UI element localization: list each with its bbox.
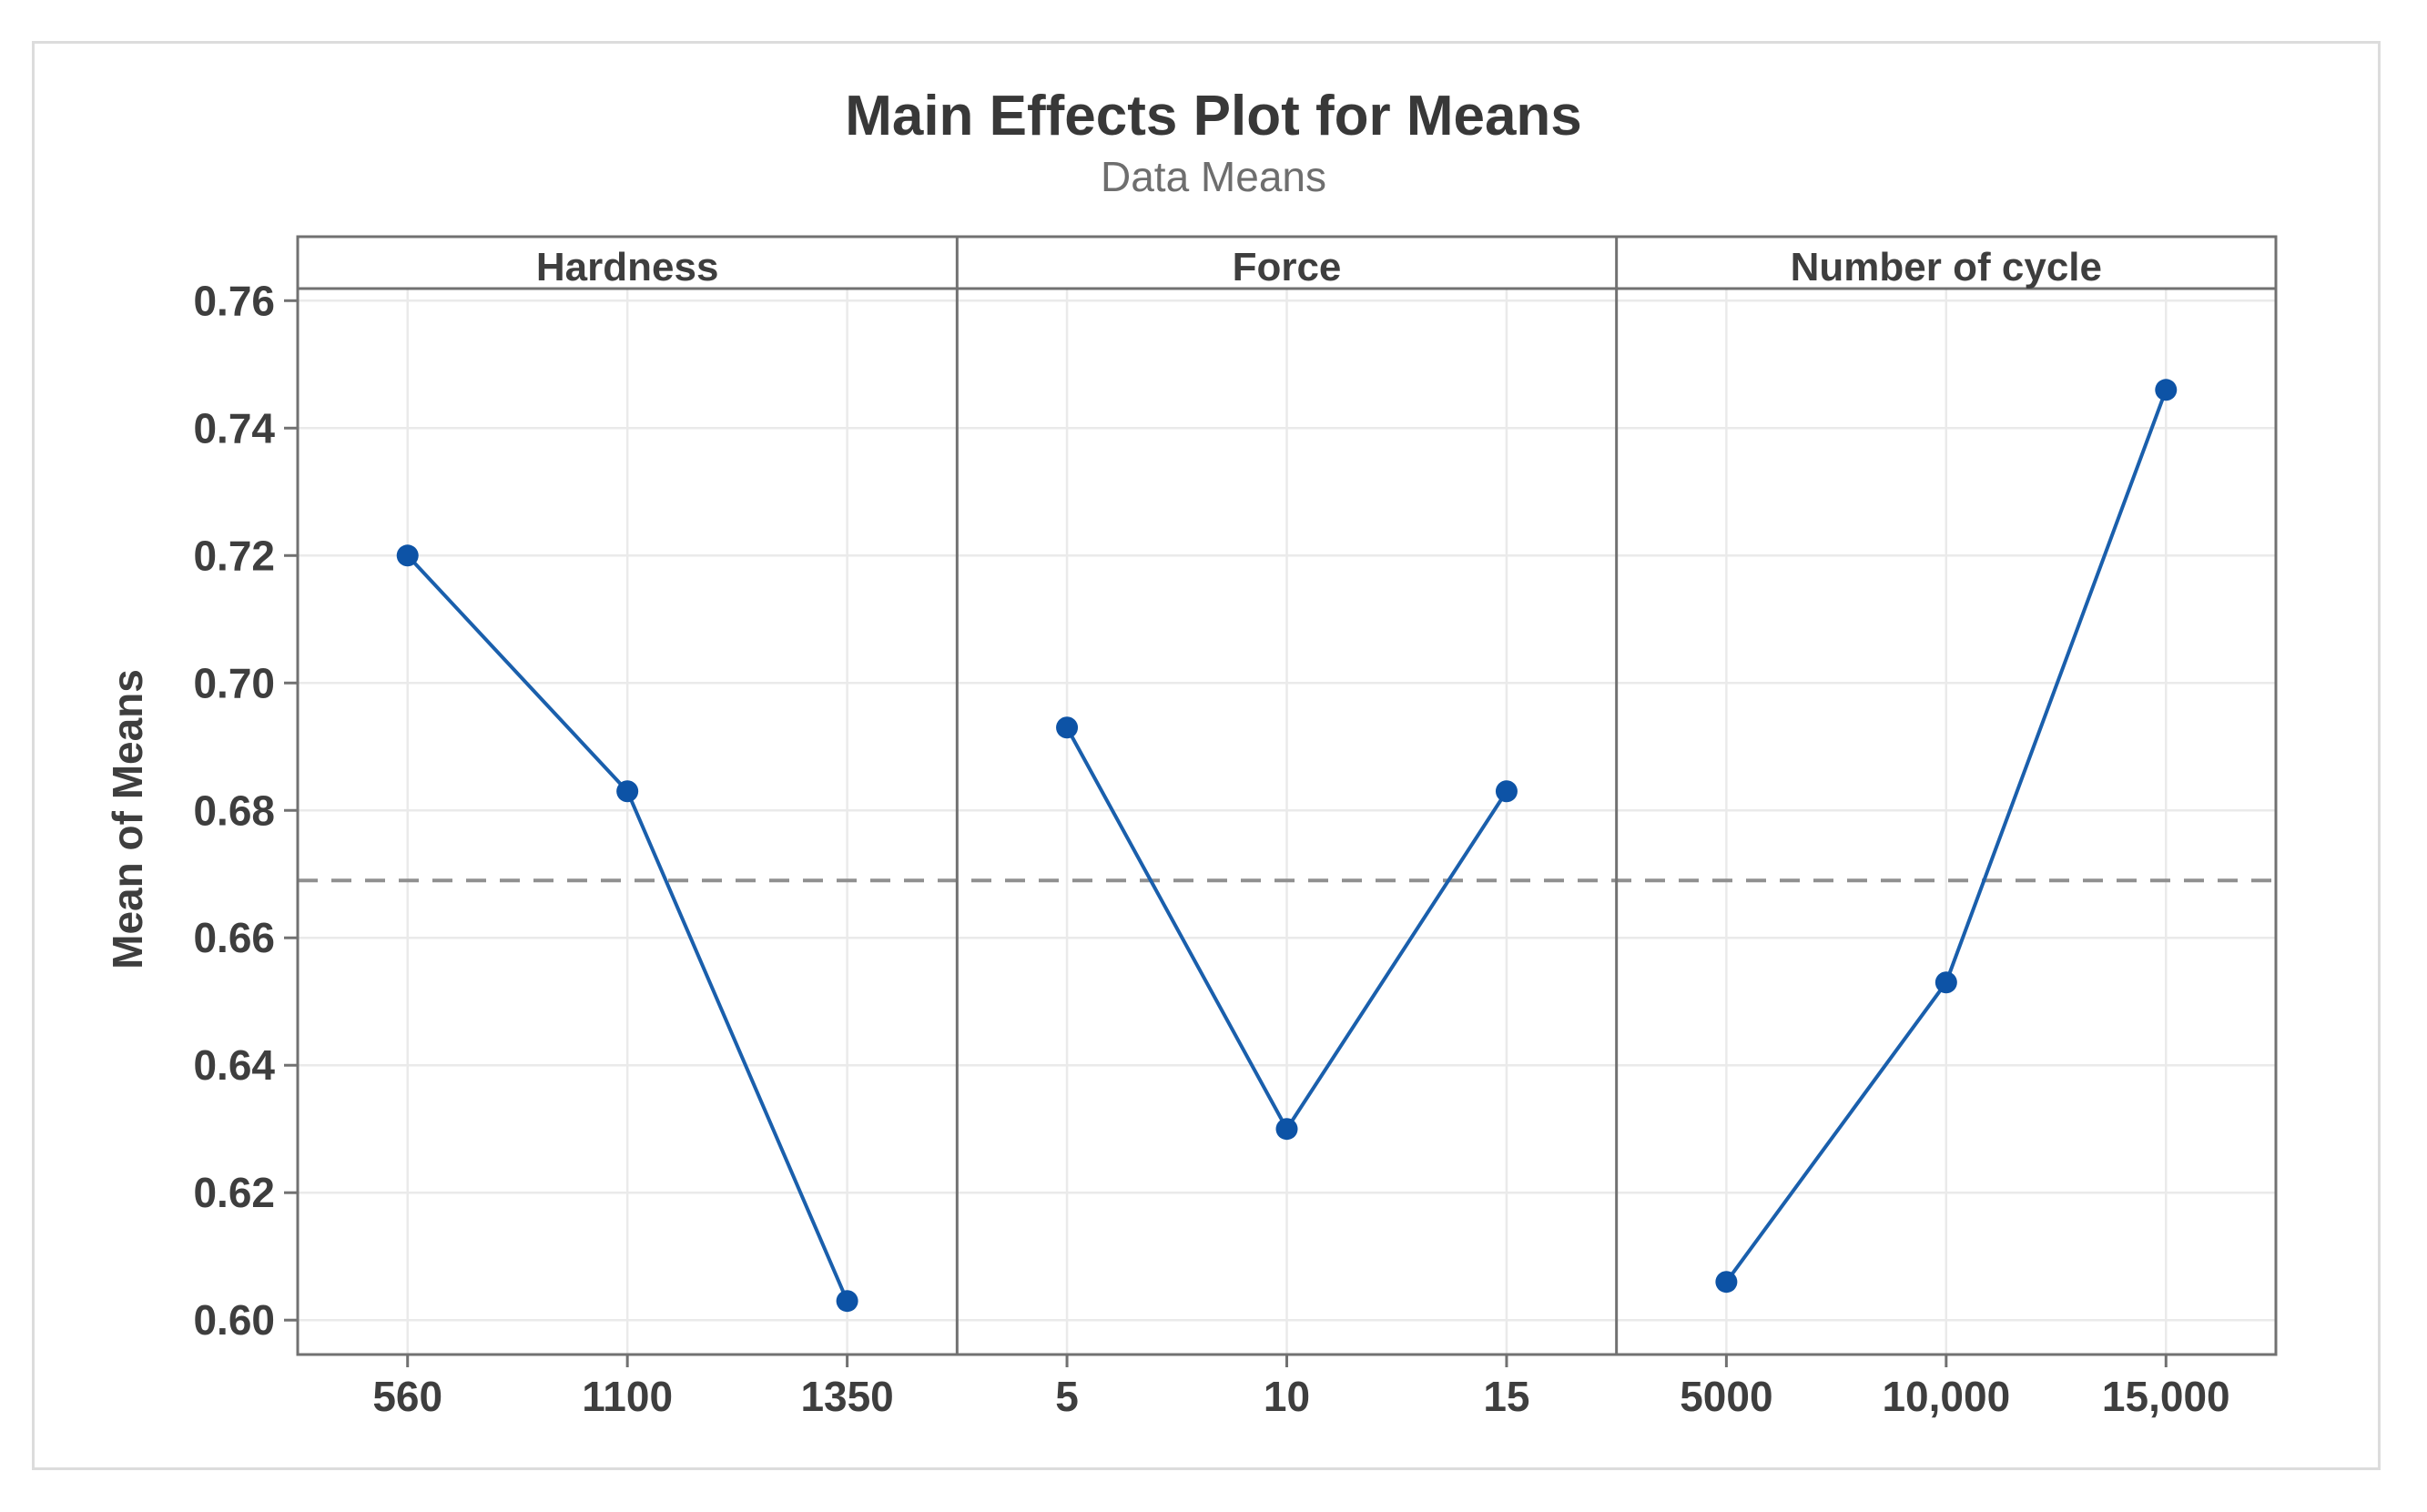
y-axis: 0.60 0.62 0.64 0.66 0.68 0.70 0.72 0.74 0.76 (193, 277, 298, 1344)
x-tick-label: 1350 (800, 1373, 893, 1420)
y-tick-label: 0.62 (193, 1169, 275, 1216)
series-hardness (396, 544, 858, 1313)
data-point (396, 544, 419, 567)
data-point (1934, 971, 1957, 994)
y-tick-label: 0.72 (193, 532, 275, 579)
data-point (2155, 379, 2178, 401)
data-point (1495, 780, 1518, 803)
series-number-of-cycle (1715, 379, 2178, 1294)
x-tick-label: 10,000 (1882, 1373, 2010, 1420)
data-point (1275, 1118, 1298, 1141)
x-axis: 560 1100 1350 5 10 15 5000 10,000 15,000 (372, 1355, 2230, 1420)
y-tick-label: 0.70 (193, 659, 275, 706)
x-tick-label: 15,000 (2102, 1373, 2230, 1420)
panel-header-label: Force (1233, 245, 1342, 289)
chart-subtitle: Data Means (1100, 153, 1326, 200)
y-tick-label: 0.66 (193, 914, 275, 961)
data-point (616, 780, 639, 803)
panel-header-label: Hardness (536, 245, 719, 289)
x-tick-label: 560 (372, 1373, 442, 1420)
vertical-gridlines (406, 289, 2168, 1355)
y-tick-label: 0.74 (193, 404, 275, 452)
x-tick-label: 5 (1055, 1373, 1079, 1420)
data-point (1715, 1271, 1738, 1294)
x-tick-label: 5000 (1680, 1373, 1772, 1420)
x-tick-label: 10 (1264, 1373, 1310, 1420)
data-point (836, 1290, 858, 1313)
figure-border (32, 41, 2381, 1470)
x-tick-label: 1100 (582, 1373, 673, 1420)
data-point (1056, 716, 1079, 739)
panel-header-label: Number of cycle (1791, 245, 2102, 289)
y-tick-label: 0.68 (193, 786, 275, 834)
series-force (1056, 716, 1518, 1141)
y-tick-label: 0.60 (193, 1296, 275, 1344)
chart-title: Main Effects Plot for Means (845, 85, 1582, 147)
y-tick-label: 0.76 (193, 277, 275, 324)
x-tick-label: 15 (1483, 1373, 1529, 1420)
y-tick-label: 0.64 (193, 1041, 275, 1089)
